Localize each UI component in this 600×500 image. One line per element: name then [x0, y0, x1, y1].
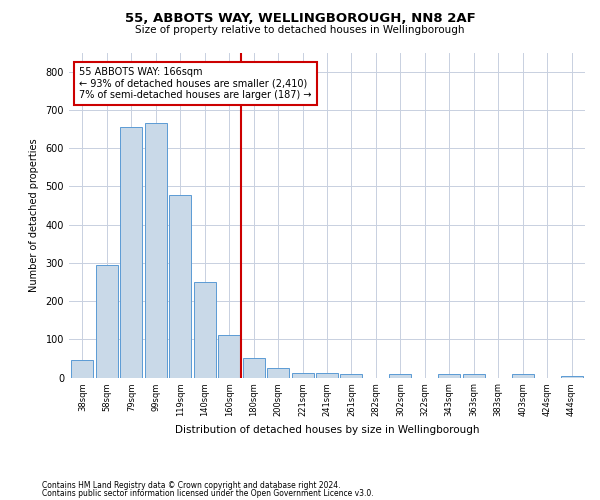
Bar	[218, 336, 240, 378]
Bar	[316, 372, 338, 378]
Bar	[463, 374, 485, 378]
Bar	[145, 123, 167, 378]
Bar	[389, 374, 412, 378]
Text: Size of property relative to detached houses in Wellingborough: Size of property relative to detached ho…	[135, 25, 465, 35]
Text: Contains HM Land Registry data © Crown copyright and database right 2024.: Contains HM Land Registry data © Crown c…	[42, 481, 341, 490]
Text: 55 ABBOTS WAY: 166sqm
← 93% of detached houses are smaller (2,410)
7% of semi-de: 55 ABBOTS WAY: 166sqm ← 93% of detached …	[79, 67, 312, 100]
Bar	[292, 372, 314, 378]
Bar	[169, 194, 191, 378]
Text: Contains public sector information licensed under the Open Government Licence v3: Contains public sector information licen…	[42, 490, 374, 498]
X-axis label: Distribution of detached houses by size in Wellingborough: Distribution of detached houses by size …	[175, 424, 479, 434]
Bar	[340, 374, 362, 378]
Bar	[194, 282, 216, 378]
Bar	[560, 376, 583, 378]
Bar	[71, 360, 94, 378]
Y-axis label: Number of detached properties: Number of detached properties	[29, 138, 38, 292]
Bar	[242, 358, 265, 378]
Bar	[267, 368, 289, 378]
Bar	[438, 374, 460, 378]
Text: 55, ABBOTS WAY, WELLINGBOROUGH, NN8 2AF: 55, ABBOTS WAY, WELLINGBOROUGH, NN8 2AF	[125, 12, 475, 26]
Bar	[96, 266, 118, 378]
Bar	[121, 127, 142, 378]
Bar	[512, 374, 533, 378]
